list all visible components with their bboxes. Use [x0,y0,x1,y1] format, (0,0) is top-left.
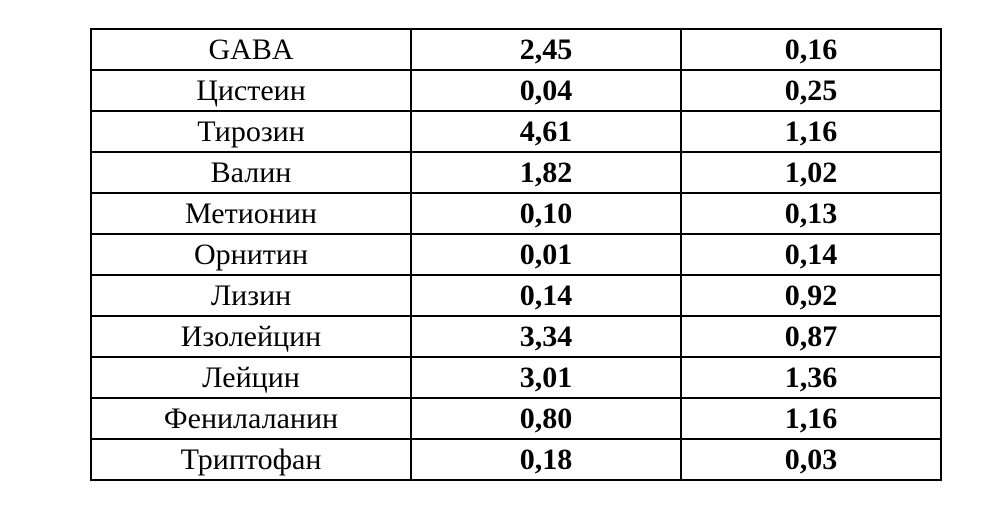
row-value-1: 2,45 [411,29,681,70]
row-value-2: 0,14 [681,234,941,275]
row-value-1: 0,80 [411,398,681,439]
row-name: Фенилаланин [91,398,411,439]
table-row: Лизин 0,14 0,92 [91,275,941,316]
table-row: Метионин 0,10 0,13 [91,193,941,234]
page: GABA 2,45 0,16 Цистеин 0,04 0,25 Тирозин… [0,0,998,531]
row-name: Изолейцин [91,316,411,357]
row-name: Метионин [91,193,411,234]
row-value-2: 1,16 [681,111,941,152]
row-value-2: 0,03 [681,439,941,480]
table-row: Фенилаланин 0,80 1,16 [91,398,941,439]
row-value-1: 3,01 [411,357,681,398]
row-name: Тирозин [91,111,411,152]
row-value-1: 3,34 [411,316,681,357]
table-row: Триптофан 0,18 0,03 [91,439,941,480]
row-value-2: 1,02 [681,152,941,193]
table-row: Валин 1,82 1,02 [91,152,941,193]
row-value-1: 0,04 [411,70,681,111]
row-name: Лейцин [91,357,411,398]
row-name: Цистеин [91,70,411,111]
row-value-2: 0,13 [681,193,941,234]
table-row: Тирозин 4,61 1,16 [91,111,941,152]
table-row: Орнитин 0,01 0,14 [91,234,941,275]
row-value-2: 0,25 [681,70,941,111]
row-value-1: 0,01 [411,234,681,275]
row-value-1: 0,18 [411,439,681,480]
row-name: Лизин [91,275,411,316]
row-value-1: 4,61 [411,111,681,152]
row-value-2: 1,36 [681,357,941,398]
amino-acid-table: GABA 2,45 0,16 Цистеин 0,04 0,25 Тирозин… [90,28,942,481]
row-name: GABA [91,29,411,70]
row-value-2: 0,92 [681,275,941,316]
row-value-2: 0,16 [681,29,941,70]
row-value-2: 0,87 [681,316,941,357]
row-value-1: 1,82 [411,152,681,193]
row-name: Триптофан [91,439,411,480]
table-row: Лейцин 3,01 1,36 [91,357,941,398]
row-name: Валин [91,152,411,193]
row-value-1: 0,10 [411,193,681,234]
table-row: GABA 2,45 0,16 [91,29,941,70]
row-name: Орнитин [91,234,411,275]
table-row: Изолейцин 3,34 0,87 [91,316,941,357]
table-row: Цистеин 0,04 0,25 [91,70,941,111]
row-value-1: 0,14 [411,275,681,316]
table-body: GABA 2,45 0,16 Цистеин 0,04 0,25 Тирозин… [91,29,941,480]
row-value-2: 1,16 [681,398,941,439]
